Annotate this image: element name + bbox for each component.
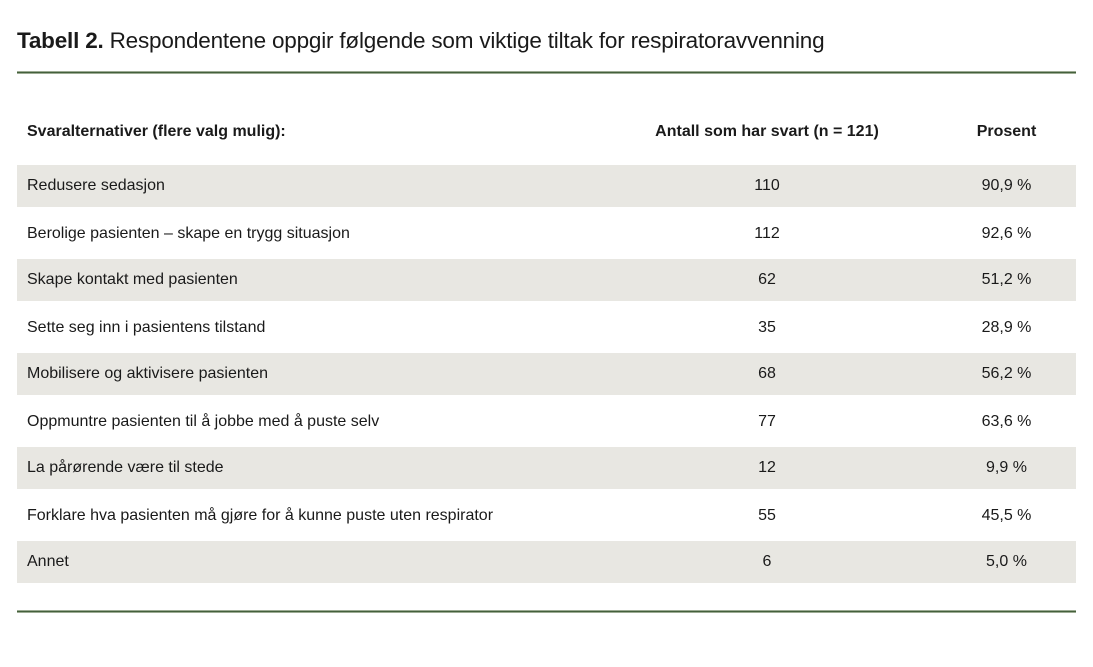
cell-alternative: La pårørende være til stede — [27, 459, 224, 476]
cell-alternative: Forklare hva pasienten må gjøre for å ku… — [27, 506, 494, 524]
cell-percent: 5,0 % — [986, 553, 1027, 570]
cell-count: 110 — [754, 177, 780, 194]
table-row: La pårørende være til stede 12 9,9 % — [17, 445, 1076, 492]
table-row: Sette seg inn i pasientens tilstand 35 2… — [17, 304, 1076, 351]
cell-count: 68 — [758, 365, 776, 382]
cell-alternative: Redusere sedasjon — [27, 177, 165, 194]
table-title-text: Respondentene oppgir følgende som viktig… — [103, 28, 825, 53]
cell-count: 6 — [762, 553, 772, 570]
cell-percent: 56,2 % — [981, 365, 1032, 382]
table-row: Oppmuntre pasienten til å jobbe med å pu… — [17, 398, 1076, 445]
table-row: Redusere sedasjon 110 90,9 % — [17, 163, 1076, 210]
cell-alternative: Annet — [27, 553, 69, 570]
table-row: Berolige pasienten – skape en trygg situ… — [17, 210, 1076, 257]
cell-alternative: Oppmuntre pasienten til å jobbe med å pu… — [27, 412, 380, 430]
cell-count: 77 — [758, 412, 776, 430]
cell-count: 55 — [758, 506, 776, 524]
cell-count: 112 — [754, 224, 780, 242]
results-table: Svaralternativer (flere valg mulig): Ant… — [17, 121, 1076, 586]
cell-percent: 51,2 % — [981, 271, 1032, 288]
cell-alternative: Sette seg inn i pasientens tilstand — [27, 318, 266, 336]
header-count: Antall som har svart (n = 121) — [655, 123, 879, 140]
header-alternatives: Svaralternativer (flere valg mulig): — [27, 123, 286, 140]
cell-alternative: Skape kontakt med pasienten — [27, 271, 238, 288]
table-header-row: Svaralternativer (flere valg mulig): Ant… — [17, 121, 1076, 143]
cell-percent: 28,9 % — [981, 318, 1032, 336]
header-percent: Prosent — [976, 123, 1037, 140]
table-row: Annet 6 5,0 % — [17, 539, 1076, 586]
cell-percent: 63,6 % — [981, 412, 1032, 430]
cell-alternative: Mobilisere og aktivisere pasienten — [27, 365, 269, 382]
cell-percent: 45,5 % — [981, 506, 1032, 524]
cell-count: 62 — [758, 271, 776, 288]
cell-alternative: Berolige pasienten – skape en trygg situ… — [27, 224, 350, 242]
cell-count: 35 — [758, 318, 776, 336]
top-divider-rule — [17, 71, 1076, 74]
table-number-label: Tabell 2. — [17, 28, 104, 53]
table-body: Redusere sedasjon 110 90,9 % Berolige pa… — [17, 163, 1076, 586]
table-row: Mobilisere og aktivisere pasienten 68 56… — [17, 351, 1076, 398]
cell-percent: 92,6 % — [981, 224, 1032, 242]
bottom-divider-rule — [17, 610, 1076, 613]
cell-percent: 90,9 % — [981, 177, 1032, 194]
table-figure: Tabell 2. Respondentene oppgir følgende … — [0, 26, 1093, 613]
cell-count: 12 — [758, 459, 776, 476]
table-title: Tabell 2. Respondentene oppgir følgende … — [17, 26, 1076, 56]
table-row: Forklare hva pasienten må gjøre for å ku… — [17, 492, 1076, 539]
table-row: Skape kontakt med pasienten 62 51,2 % — [17, 257, 1076, 304]
cell-percent: 9,9 % — [986, 459, 1027, 476]
